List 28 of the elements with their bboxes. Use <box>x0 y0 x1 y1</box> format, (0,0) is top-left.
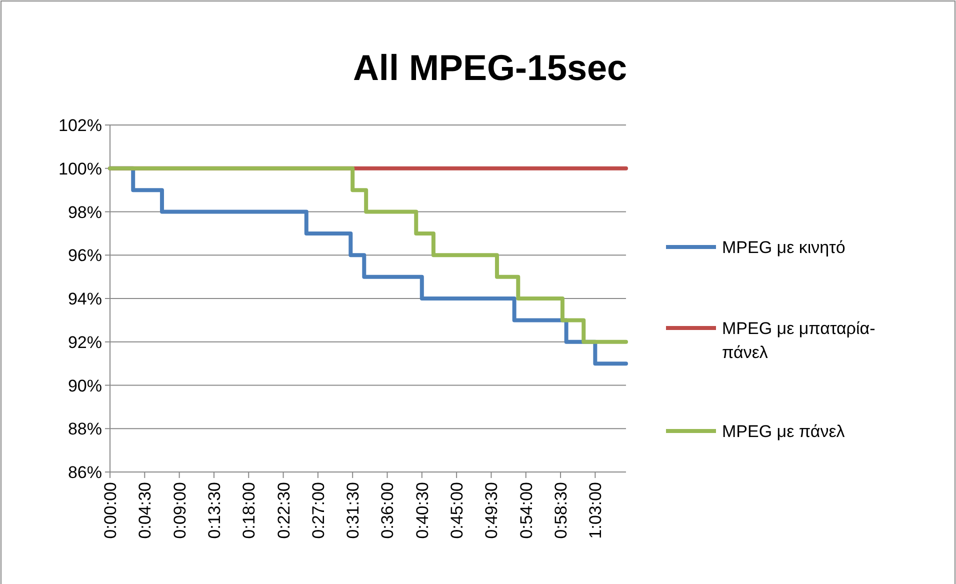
y-tick-label: 98% <box>68 202 102 222</box>
x-tick-label: 0:09:00 <box>170 482 190 539</box>
x-tick-label: 0:00:00 <box>101 482 120 539</box>
y-tick-label: 100% <box>58 159 102 178</box>
x-tick-label: 0:36:00 <box>378 482 398 539</box>
y-tick-label: 94% <box>68 290 102 308</box>
x-tick-label: 0:18:00 <box>240 482 259 539</box>
y-tick-label: 102% <box>58 116 102 135</box>
y-tick-label: 90% <box>68 376 102 396</box>
x-tick-label: 0:13:30 <box>204 482 224 539</box>
x-tick-label: 0:49:30 <box>482 482 502 539</box>
legend-label: MPEG με κινητό <box>722 238 846 257</box>
y-tick-label: 92% <box>68 332 102 352</box>
x-tick-label: 0:22:30 <box>274 482 294 539</box>
x-tick-label: 0:04:30 <box>136 482 155 539</box>
y-tick-label: 96% <box>68 246 102 266</box>
x-tick-label: 0:31:30 <box>344 482 363 539</box>
legend-label: MPEG με πάνελ <box>722 422 846 441</box>
y-tick-label: 88% <box>68 420 102 439</box>
x-tick-label: 0:27:00 <box>308 482 328 539</box>
x-tick-label: 0:54:00 <box>516 482 536 539</box>
legend-label: MPEG με μπαταρία-πάνελ <box>722 319 876 362</box>
x-tick-label: 0:40:30 <box>412 482 432 539</box>
x-tick-label: 0:45:00 <box>448 482 467 539</box>
y-tick-label: 86% <box>68 463 102 482</box>
x-tick-label: 0:58:30 <box>552 482 571 539</box>
x-tick-label: 1:03:00 <box>586 482 606 539</box>
chart-title: All MPEG-15sec <box>352 47 628 88</box>
